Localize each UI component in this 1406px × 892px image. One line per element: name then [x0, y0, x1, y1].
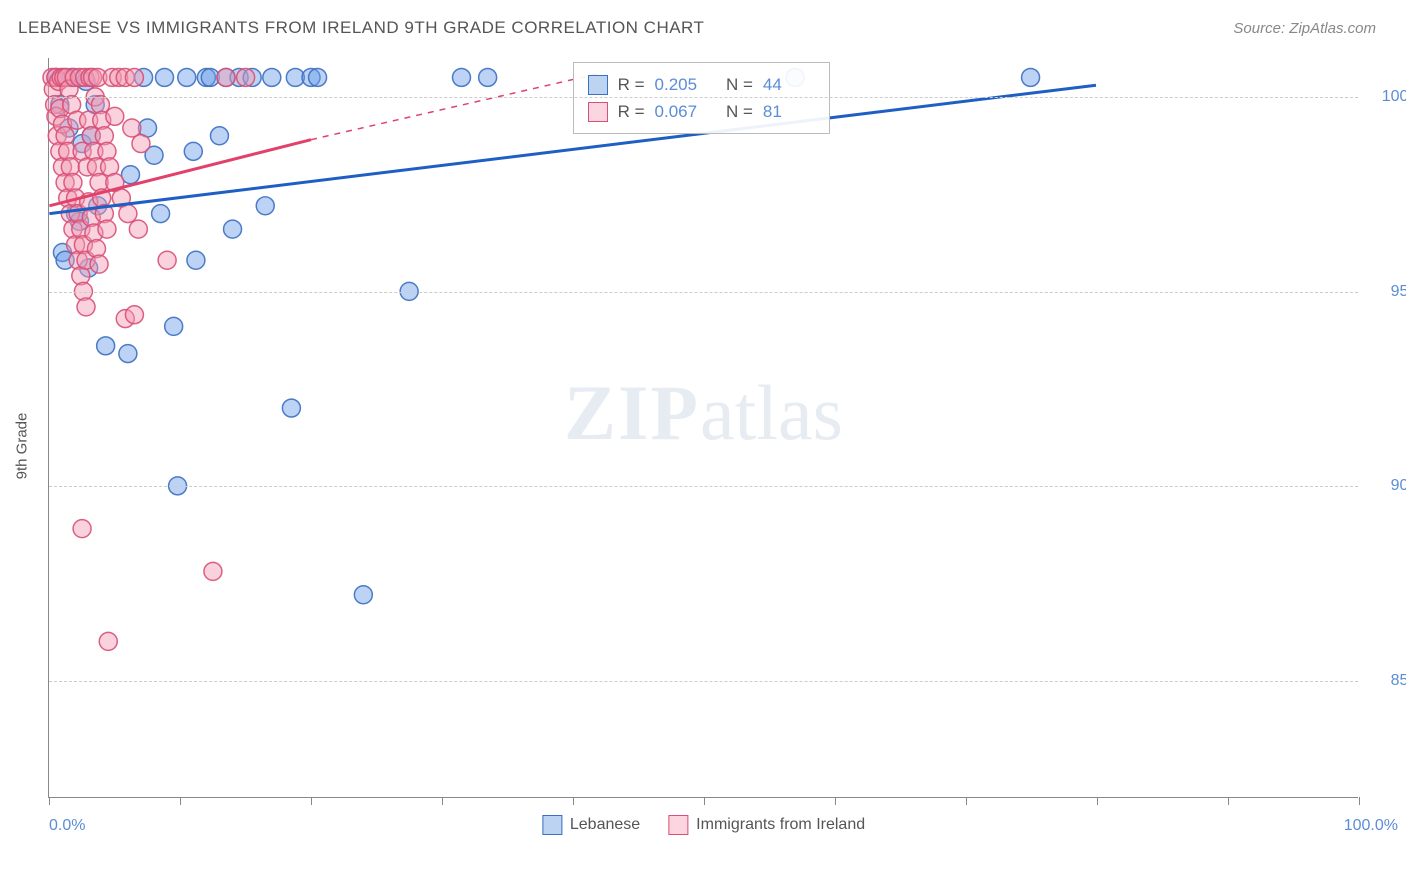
scatter-point-ireland [217, 68, 235, 86]
scatter-point-ireland [119, 205, 137, 223]
legend-swatch-lebanese [542, 815, 562, 835]
scatter-point-lebanese [156, 68, 174, 86]
gridline-h [49, 681, 1358, 682]
stats-swatch-ireland [588, 102, 608, 122]
y-tick-label: 90.0% [1366, 477, 1406, 495]
y-tick-label: 95.0% [1366, 283, 1406, 301]
scatter-point-ireland [158, 251, 176, 269]
correlation-stats-box: R = 0.205 N = 44R = 0.067 N = 81 [573, 62, 830, 134]
scatter-point-lebanese [452, 68, 470, 86]
scatter-point-ireland [129, 220, 147, 238]
scatter-point-lebanese [256, 197, 274, 215]
scatter-point-lebanese [184, 142, 202, 160]
scatter-point-lebanese [1022, 68, 1040, 86]
x-tick [311, 797, 312, 805]
scatter-point-lebanese [224, 220, 242, 238]
x-tick [1097, 797, 1098, 805]
x-tick [704, 797, 705, 805]
x-tick [835, 797, 836, 805]
scatter-point-lebanese [210, 127, 228, 145]
scatter-point-ireland [98, 220, 116, 238]
legend: Lebanese Immigrants from Ireland [542, 815, 865, 835]
x-axis-max-label: 100.0% [1344, 817, 1398, 835]
scatter-point-ireland [106, 107, 124, 125]
stats-r-label: R = [618, 98, 645, 125]
scatter-point-lebanese [178, 68, 196, 86]
stats-n-label: N = [717, 71, 753, 98]
stats-r-label: R = [618, 71, 645, 98]
stats-n-value-ireland: 81 [763, 98, 815, 125]
legend-swatch-ireland [668, 815, 688, 835]
legend-item-lebanese: Lebanese [542, 815, 640, 835]
scatter-point-ireland [90, 255, 108, 273]
scatter-point-lebanese [354, 586, 372, 604]
scatter-point-lebanese [165, 317, 183, 335]
gridline-h [49, 486, 1358, 487]
gridline-h [49, 292, 1358, 293]
scatter-point-lebanese [97, 337, 115, 355]
scatter-point-ireland [204, 562, 222, 580]
legend-label-lebanese: Lebanese [570, 816, 640, 834]
chart-svg [49, 58, 1358, 797]
scatter-point-ireland [73, 520, 91, 538]
scatter-point-ireland [237, 68, 255, 86]
y-axis-label: 9th Grade [14, 413, 31, 480]
source-attribution: Source: ZipAtlas.com [1233, 20, 1376, 37]
stats-n-value-lebanese: 44 [763, 71, 815, 98]
gridline-h [49, 97, 1358, 98]
scatter-point-ireland [77, 298, 95, 316]
y-tick-label: 85.0% [1366, 672, 1406, 690]
scatter-point-lebanese [263, 68, 281, 86]
stats-r-value-ireland: 0.067 [655, 98, 707, 125]
x-tick [573, 797, 574, 805]
legend-item-ireland: Immigrants from Ireland [668, 815, 865, 835]
stats-swatch-lebanese [588, 75, 608, 95]
scatter-point-ireland [99, 632, 117, 650]
scatter-point-lebanese [119, 345, 137, 363]
scatter-point-ireland [125, 68, 143, 86]
stats-row-ireland: R = 0.067 N = 81 [588, 98, 815, 125]
stats-r-value-lebanese: 0.205 [655, 71, 707, 98]
scatter-point-lebanese [152, 205, 170, 223]
stats-n-label: N = [717, 98, 753, 125]
stats-row-lebanese: R = 0.205 N = 44 [588, 71, 815, 98]
x-tick [1359, 797, 1360, 805]
legend-label-ireland: Immigrants from Ireland [696, 816, 865, 834]
scatter-point-ireland [125, 306, 143, 324]
chart-title: LEBANESE VS IMMIGRANTS FROM IRELAND 9TH … [18, 18, 704, 38]
x-tick [442, 797, 443, 805]
x-tick [966, 797, 967, 805]
scatter-point-lebanese [479, 68, 497, 86]
scatter-point-ireland [132, 135, 150, 153]
x-tick [49, 797, 50, 805]
scatter-point-lebanese [282, 399, 300, 417]
x-tick [180, 797, 181, 805]
scatter-point-lebanese [187, 251, 205, 269]
source-prefix: Source: [1233, 20, 1289, 37]
source-value: ZipAtlas.com [1289, 20, 1376, 37]
y-tick-label: 100.0% [1366, 88, 1406, 106]
x-axis-min-label: 0.0% [49, 817, 85, 835]
plot-area: ZIPatlas R = 0.205 N = 44R = 0.067 N = 8… [48, 58, 1358, 798]
scatter-point-lebanese [309, 68, 327, 86]
x-tick [1228, 797, 1229, 805]
